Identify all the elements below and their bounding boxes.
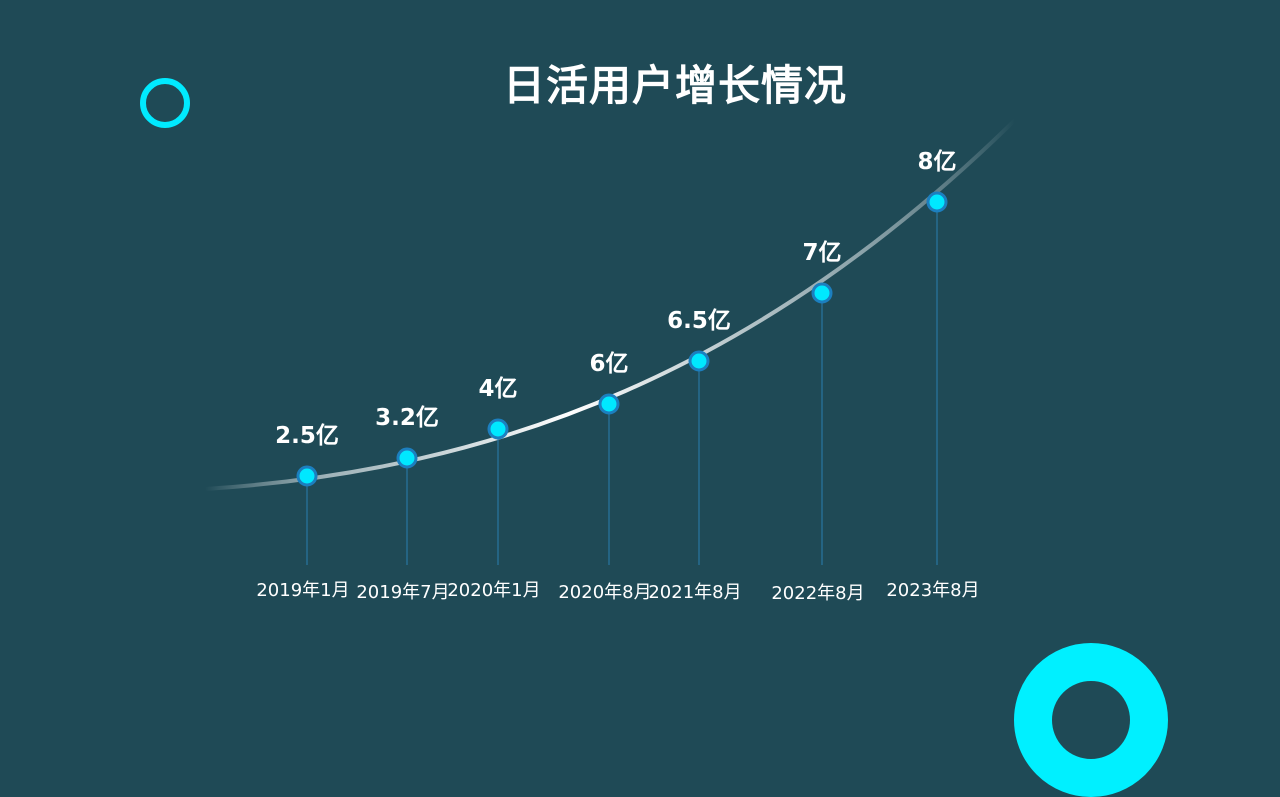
x-tick-label: 2020年8月 bbox=[558, 582, 651, 603]
data-point bbox=[598, 393, 620, 415]
data-point bbox=[688, 350, 710, 372]
data-point bbox=[811, 282, 833, 304]
data-point bbox=[487, 418, 509, 440]
data-label: 6亿 bbox=[589, 351, 628, 377]
x-tick-label: 2019年7月 bbox=[356, 582, 449, 603]
decorative-ring-icon bbox=[140, 78, 190, 128]
data-label: 7亿 bbox=[802, 240, 841, 266]
data-label: 3.2亿 bbox=[375, 405, 439, 431]
growth-chart: 2.5亿 2019年1月 3.2亿 2019年7月 4亿 2020年1月 6亿 2020年8月… bbox=[204, 118, 1017, 604]
data-label: 8亿 bbox=[917, 149, 956, 175]
x-tick-label: 2019年1月 bbox=[256, 580, 349, 601]
data-point bbox=[926, 191, 948, 213]
data-point bbox=[296, 465, 318, 487]
trend-curve bbox=[204, 118, 1017, 491]
x-tick-label: 2023年8月 bbox=[886, 580, 979, 601]
x-tick-label: 2020年1月 bbox=[447, 580, 540, 601]
x-tick-label: 2022年8月 bbox=[771, 583, 864, 604]
data-label: 4亿 bbox=[478, 376, 517, 402]
data-label: 2.5亿 bbox=[275, 423, 339, 449]
data-point bbox=[396, 447, 418, 469]
page-title: 日活用户增长情况 bbox=[502, 61, 847, 110]
data-label: 6.5亿 bbox=[667, 308, 731, 334]
x-tick-label: 2021年8月 bbox=[648, 582, 741, 603]
